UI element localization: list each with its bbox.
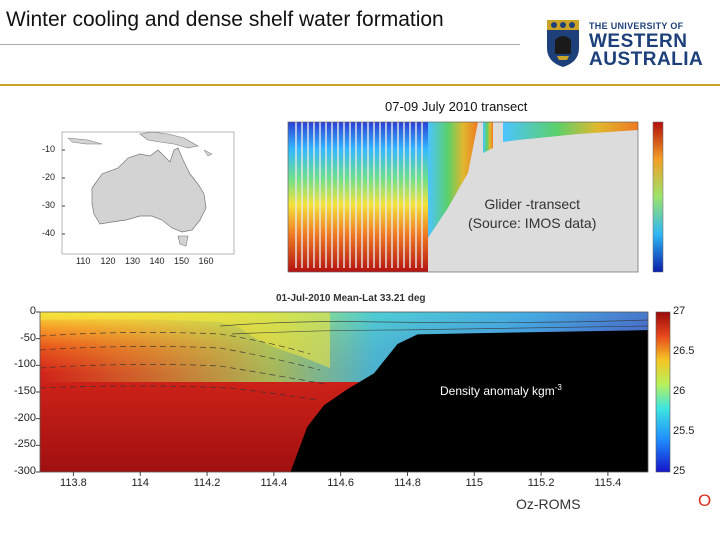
map-y-tick: -20 bbox=[42, 172, 56, 182]
density-annotation-text: Density anomaly kgm bbox=[440, 384, 555, 398]
roms-x-tick: 114 bbox=[131, 477, 149, 489]
roms-y-tick: -200 bbox=[13, 411, 36, 424]
roms-x-tick: 115.2 bbox=[527, 477, 555, 489]
roms-x-tick: 115.4 bbox=[594, 477, 622, 489]
roms-colorbar-tick: 26.5 bbox=[673, 345, 695, 357]
roms-colorbar-tick: 27 bbox=[673, 305, 686, 317]
roms-colorbar-tick: 25 bbox=[673, 465, 686, 477]
australia-map bbox=[61, 131, 235, 255]
roms-x-tick: 113.8 bbox=[60, 477, 87, 489]
map-x-tick: 140 bbox=[149, 256, 165, 266]
roms-colorbar-tick: 25.5 bbox=[673, 425, 695, 437]
glider-annotation: Glider -transect (Source: IMOS data) bbox=[468, 195, 596, 233]
map-y-tick: -10 bbox=[42, 144, 56, 154]
roms-y-tick: -300 bbox=[13, 465, 36, 477]
roms-y-tick: -100 bbox=[13, 358, 36, 371]
uwa-crest-icon bbox=[547, 20, 579, 67]
roms-x-tick: 114.8 bbox=[394, 477, 421, 489]
roms-x-tick: 114.6 bbox=[327, 477, 355, 489]
map-x-tick: 110 bbox=[76, 256, 91, 266]
roms-x-tick: 114.2 bbox=[193, 477, 221, 489]
density-annotation: Density anomaly kgm-3 bbox=[440, 383, 562, 398]
map-x-tick: 130 bbox=[125, 256, 141, 266]
roms-colorbar-tick: 26 bbox=[673, 385, 686, 397]
roms-y-tick: -150 bbox=[13, 385, 36, 397]
slide-title: Winter cooling and dense shelf water for… bbox=[6, 8, 444, 31]
map-y-tick: -30 bbox=[42, 200, 56, 210]
glider-annotation-line1: Glider -transect bbox=[484, 196, 581, 212]
roms-y-tick: -250 bbox=[13, 438, 36, 451]
gold-divider bbox=[0, 84, 720, 86]
glider-annotation-line2: (Source: IMOS data) bbox=[468, 215, 597, 231]
transect-title: 07-09 July 2010 transect bbox=[385, 99, 528, 114]
logo-line2: WESTERN bbox=[589, 31, 688, 52]
roms-y-tick: -50 bbox=[20, 331, 36, 344]
roms-x-tick: 114.4 bbox=[260, 477, 288, 489]
uwa-logo: THE UNIVERSITY OF WESTERN AUSTRALIA bbox=[545, 16, 703, 72]
title-divider bbox=[0, 44, 520, 45]
map-x-tick: 120 bbox=[100, 256, 116, 266]
density-annotation-exponent: -3 bbox=[554, 383, 562, 392]
roms-plot-title: 01-Jul-2010 Mean-Lat 33.21 deg bbox=[276, 293, 426, 304]
glider-transect-panel bbox=[278, 118, 666, 288]
map-x-tick: 150 bbox=[174, 256, 190, 266]
roms-panel: 0 -50 -100 -150 -200 -250 -300 113.8 114 114.2 11… bbox=[0, 300, 720, 540]
australia-map-panel: -10 -20 -30 -40 110 120 130 140 150 160 bbox=[28, 128, 240, 268]
roms-density-chart bbox=[36, 311, 671, 476]
model-label: Oz-ROMS bbox=[516, 496, 581, 512]
glider-transect-chart bbox=[287, 121, 664, 273]
corner-mark: O bbox=[698, 491, 712, 510]
roms-y-tick: 0 bbox=[29, 305, 36, 317]
roms-x-tick: 115 bbox=[465, 477, 484, 489]
logo-line1: THE UNIVERSITY OF bbox=[589, 21, 684, 31]
map-x-tick: 160 bbox=[198, 256, 214, 266]
logo-line3: AUSTRALIA bbox=[589, 49, 704, 70]
seafloor-shelf bbox=[290, 330, 648, 472]
map-y-tick: -40 bbox=[42, 228, 56, 238]
